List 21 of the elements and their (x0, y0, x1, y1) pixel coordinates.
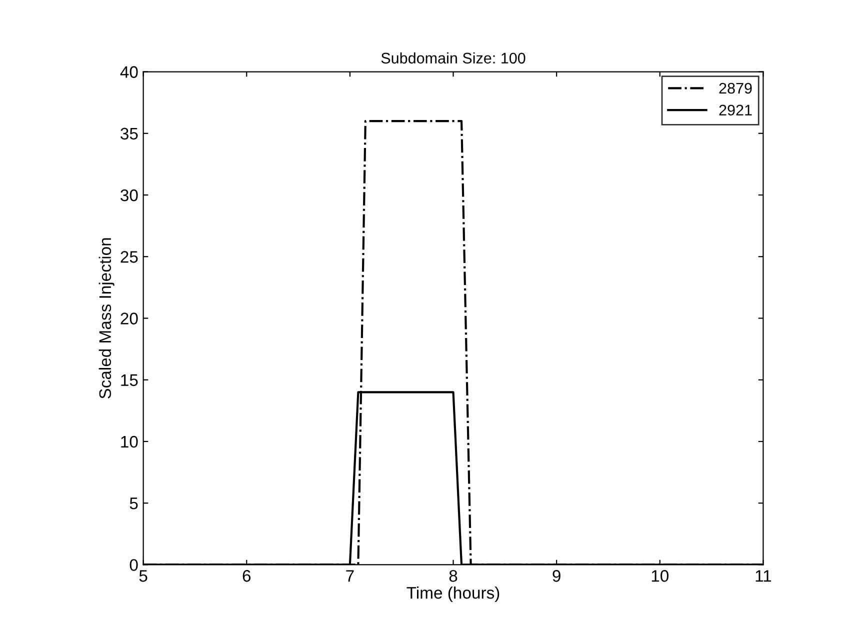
y-tick-label: 0 (130, 559, 138, 571)
y-tick-label: 20 (120, 312, 138, 324)
y-axis-title: Scaled Mass Injection (98, 238, 114, 399)
x-tick-label: 7 (346, 570, 354, 582)
y-tick-label: 30 (120, 189, 138, 202)
legend-label: 2879 (719, 82, 752, 94)
chart-title: Subdomain Size: 100 (381, 52, 526, 64)
x-axis-title: Time (hours) (406, 586, 500, 602)
x-tick-label: 6 (242, 570, 251, 582)
x-tick-label: 5 (139, 570, 148, 582)
y-tick-label: 35 (120, 128, 138, 140)
x-tick-label: 11 (756, 570, 772, 582)
x-tick-label: 8 (449, 570, 458, 582)
x-tick-label: 9 (552, 570, 560, 582)
y-tick-label: 15 (121, 374, 138, 386)
y-tick-label: 40 (120, 66, 138, 78)
y-tick-label: 25 (120, 251, 138, 263)
y-tick-label: 5 (130, 498, 138, 510)
legend-label: 2921 (719, 104, 752, 116)
x-tick-label: 10 (652, 570, 669, 582)
y-tick-label: 10 (121, 436, 138, 448)
